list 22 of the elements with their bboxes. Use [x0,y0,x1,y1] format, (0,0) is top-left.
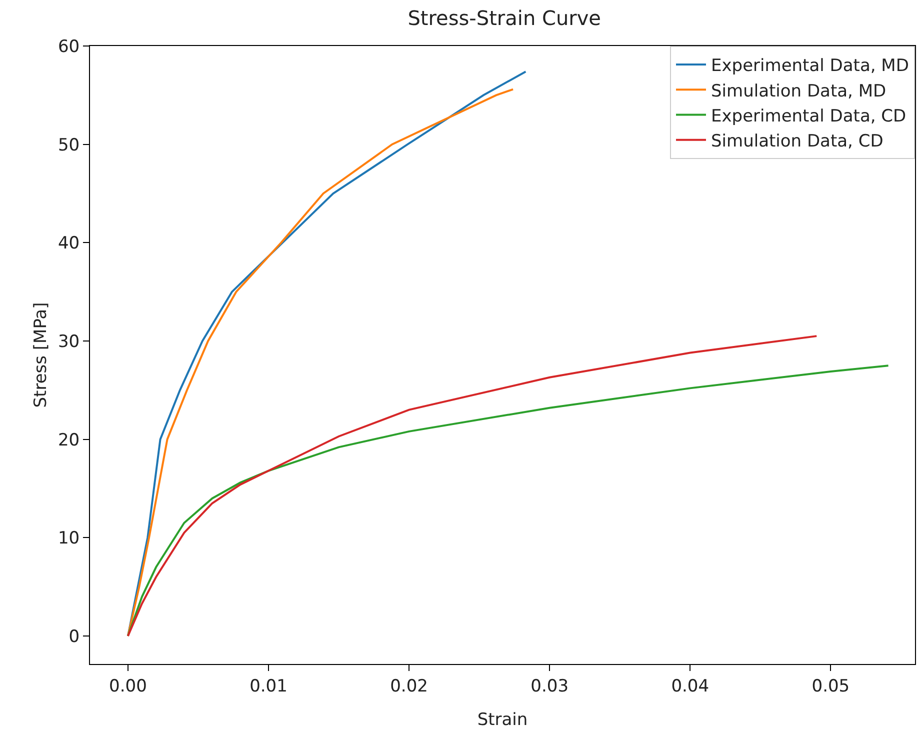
legend-label: Simulation Data, CD [711,131,884,152]
y-tick-label: 10 [58,528,80,549]
y-tick-label: 50 [58,135,80,156]
legend-label: Simulation Data, MD [711,81,886,102]
x-tick-label: 0.05 [812,676,850,696]
x-tick-label: 0.01 [250,676,288,696]
y-axis-title: Stress [MPa] [31,302,51,408]
line-series [126,335,818,637]
y-tick-label: 20 [58,430,80,450]
x-tick-label: 0.04 [671,676,710,696]
legend-label: Experimental Data, CD [711,106,906,126]
y-tick-label: 0 [68,626,80,647]
x-tick-label: 0.03 [530,676,569,696]
line-series [126,364,890,637]
y-tick-label: 40 [58,234,80,254]
y-tick-label: 60 [58,36,80,57]
chart-title: Stress-Strain Curve [408,6,601,30]
x-axis-title: Strain [477,710,528,730]
x-tick-label: 0.02 [390,676,428,696]
legend-label: Experimental Data, MD [711,56,909,76]
x-tick-label: 0.00 [109,676,147,696]
y-tick-label: 30 [58,332,80,352]
